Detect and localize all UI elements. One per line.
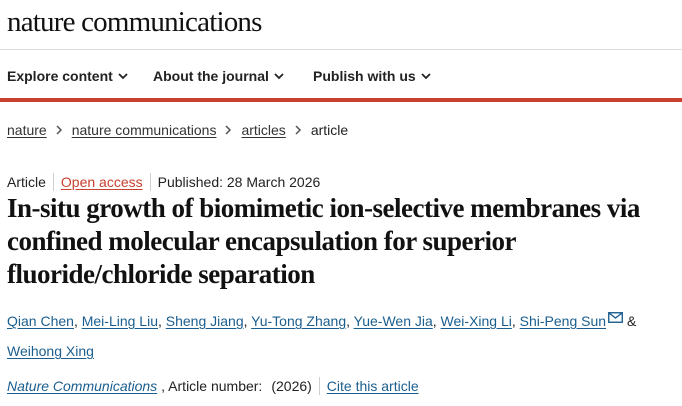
author-conjunction: & xyxy=(626,313,637,329)
journal-link[interactable]: Nature Communications xyxy=(7,378,158,394)
meta-divider xyxy=(149,173,151,191)
breadcrumb-current: article xyxy=(310,122,349,138)
nav-explore-content-label: Explore content xyxy=(7,68,113,84)
nav-about-journal[interactable]: About the journal xyxy=(153,68,284,84)
author-link[interactable]: Weihong Xing xyxy=(7,343,94,359)
article-type: Article xyxy=(7,174,46,190)
chevron-right-icon xyxy=(225,125,232,135)
article-number-label: , Article number: xyxy=(161,378,263,394)
author-link[interactable]: Yu-Tong Zhang xyxy=(251,313,347,329)
chevron-down-icon xyxy=(118,72,128,79)
breadcrumb-articles[interactable]: articles xyxy=(241,122,286,138)
citation-line: Nature Communications , Article number: … xyxy=(7,377,419,395)
nav-publish-with-us-label: Publish with us xyxy=(313,68,416,84)
published-date: Published: 28 March 2026 xyxy=(157,174,321,190)
nav-explore-content[interactable]: Explore content xyxy=(7,68,128,84)
header-accent-bar xyxy=(0,98,682,102)
citation-divider xyxy=(318,377,320,395)
open-access-link[interactable]: Open access xyxy=(60,174,143,190)
chevron-down-icon xyxy=(421,72,431,79)
author-link[interactable]: Sheng Jiang xyxy=(165,313,244,329)
main-nav: Explore content About the journal Publis… xyxy=(0,49,682,99)
author-link[interactable]: Yue-Wen Jia xyxy=(353,313,433,329)
breadcrumb-nature-communications[interactable]: nature communications xyxy=(71,122,217,138)
cite-this-article-link[interactable]: Cite this article xyxy=(326,378,419,394)
citation-year: (2026) xyxy=(271,378,312,394)
nav-about-journal-label: About the journal xyxy=(153,68,269,84)
chevron-down-icon xyxy=(274,72,284,79)
envelope-icon[interactable] xyxy=(608,312,624,323)
chevron-right-icon xyxy=(295,125,302,135)
author-link[interactable]: Qian Chen xyxy=(7,313,74,329)
breadcrumb-nature[interactable]: nature xyxy=(7,122,47,138)
article-meta: Article Open access Published: 28 March … xyxy=(7,173,320,191)
article-title: In-situ growth of biomimetic ion-selecti… xyxy=(7,193,640,289)
author-link[interactable]: Shi-Peng Sun xyxy=(519,313,607,329)
author-list: Qian Chen, Mei-Ling Liu, Sheng Jiang, Yu… xyxy=(7,312,637,359)
nav-publish-with-us[interactable]: Publish with us xyxy=(313,68,431,84)
chevron-right-icon xyxy=(56,125,63,135)
breadcrumb: nature nature communications articles ar… xyxy=(7,122,348,138)
meta-divider xyxy=(52,173,54,191)
author-link[interactable]: Wei-Xing Li xyxy=(440,313,512,329)
site-logo[interactable]: nature communications xyxy=(7,6,262,38)
author-link[interactable]: Mei-Ling Liu xyxy=(81,313,158,329)
